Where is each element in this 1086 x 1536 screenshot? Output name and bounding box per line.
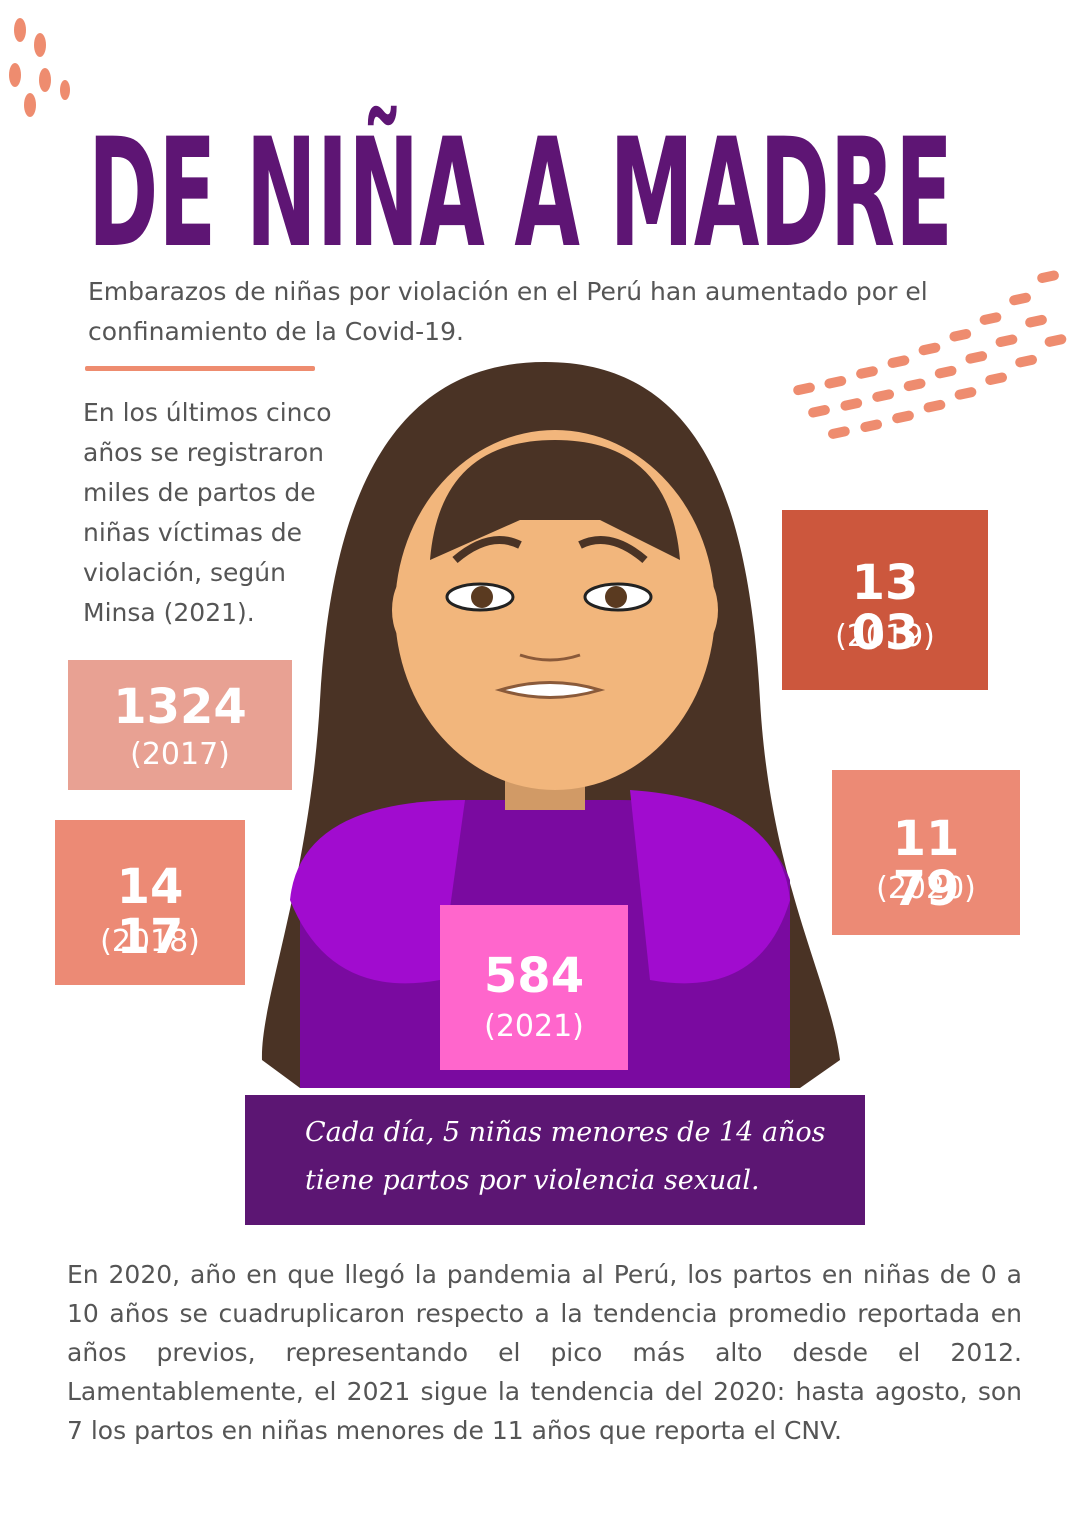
stat-value: 584: [483, 948, 585, 1004]
body-text: En 2020, año en que llegó la pandemia al…: [67, 1260, 1022, 1445]
banner-text: Cada día, 5 niñas menores de 14 años tie…: [305, 1117, 826, 1196]
stat-year: (2019): [835, 619, 935, 654]
stat-year: (2020): [876, 871, 976, 906]
stat-box: 1417 (2018): [55, 820, 245, 985]
stat-box: 1324 (2017): [68, 660, 292, 790]
decoration: [9, 18, 1067, 439]
stat-box: 584 (2021): [440, 905, 628, 1070]
stat-year: (2017): [130, 737, 230, 772]
stat-year: (2021): [484, 1009, 584, 1044]
stat-value: 1179: [892, 811, 960, 917]
stat-value: 1303: [851, 555, 919, 661]
stat-year: (2018): [100, 924, 200, 959]
stat-value: 1417: [116, 859, 184, 965]
stat-box: 1179 (2020): [832, 770, 1020, 935]
banner: Cada día, 5 niñas menores de 14 años tie…: [245, 1095, 865, 1225]
title: DE NIÑA A MADRE: [88, 106, 953, 281]
stat-value: 1324: [113, 679, 247, 735]
intro-text: En los últimos cinco años se registraron…: [83, 398, 332, 627]
subtitle: Embarazos de niñas por violación en el P…: [88, 277, 928, 346]
stat-box: 1303 (2019): [782, 510, 988, 690]
